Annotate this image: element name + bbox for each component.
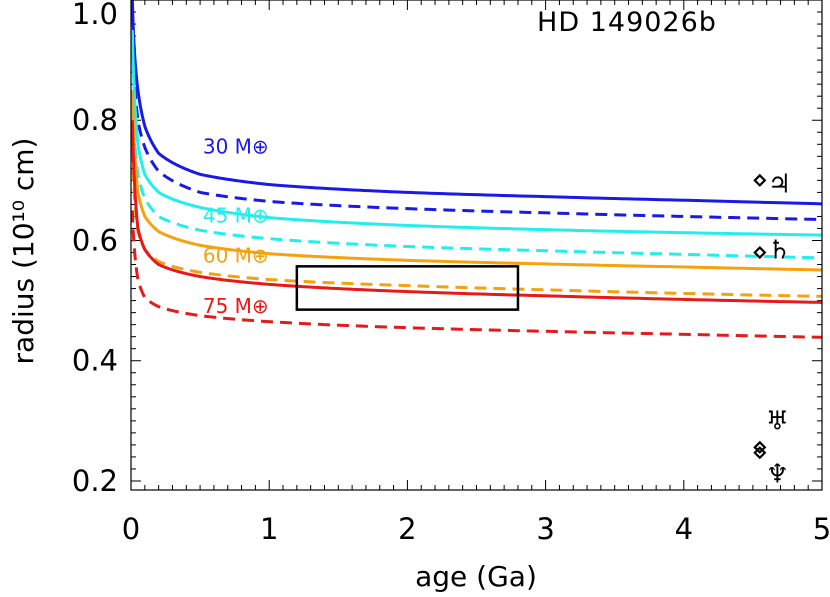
x-tick-label: 4 — [675, 512, 693, 546]
planet-symbol: ♄ — [768, 236, 791, 266]
mass-labels: 30 M⊕ 45 M⊕ 60 M⊕ 75 M⊕ — [203, 134, 269, 318]
tick-labels: 0 1 2 3 4 5 0.2 0.4 0.6 0.8 1.0 — [72, 0, 830, 546]
y-tick-label: 0.6 — [72, 223, 118, 257]
series-line — [131, 90, 822, 260]
planet-symbol: ♆ — [766, 460, 789, 490]
planet-marker — [753, 173, 767, 187]
y-tick-label: 0.4 — [72, 344, 118, 378]
y-axis-title: radius (10¹⁰ cm) — [7, 138, 40, 365]
solar-system-planets: ♃ ♄ ♅ ♆ — [753, 169, 791, 490]
y-tick-label: 0.8 — [72, 103, 118, 137]
y-tick-label: 0.2 — [72, 464, 118, 498]
series-line — [131, 30, 822, 237]
x-tick-label: 5 — [813, 512, 830, 546]
plot-frame — [130, 0, 823, 491]
mass-label: 75 M⊕ — [203, 294, 269, 318]
series-line — [131, 150, 822, 298]
mass-label: 45 M⊕ — [203, 203, 269, 227]
series-line — [131, 90, 822, 272]
x-tick-label: 1 — [260, 512, 278, 546]
x-axis-title: age (Ga) — [415, 560, 537, 593]
planet-symbol: ♃ — [768, 169, 791, 199]
x-tick-label: 0 — [122, 512, 140, 546]
x-tick-label: 2 — [398, 512, 416, 546]
planet-marker — [753, 245, 767, 260]
observation-box — [295, 265, 520, 311]
planet-marker — [753, 440, 767, 454]
mass-label: 60 M⊕ — [203, 244, 269, 268]
mass-label: 30 M⊕ — [203, 134, 269, 158]
y-tick-label: 1.0 — [72, 0, 118, 31]
model-curves — [131, 0, 822, 339]
chart-title: HD 149026b — [537, 7, 717, 38]
series-line — [131, 0, 822, 206]
series-line — [131, 120, 822, 304]
series-line — [131, 30, 822, 221]
observation-box-group — [295, 265, 520, 311]
axis-ticks — [130, 0, 823, 490]
planet-marker — [753, 446, 767, 460]
x-tick-label: 3 — [536, 512, 554, 546]
series-line — [131, 210, 822, 339]
planet-symbol: ♅ — [766, 406, 789, 436]
